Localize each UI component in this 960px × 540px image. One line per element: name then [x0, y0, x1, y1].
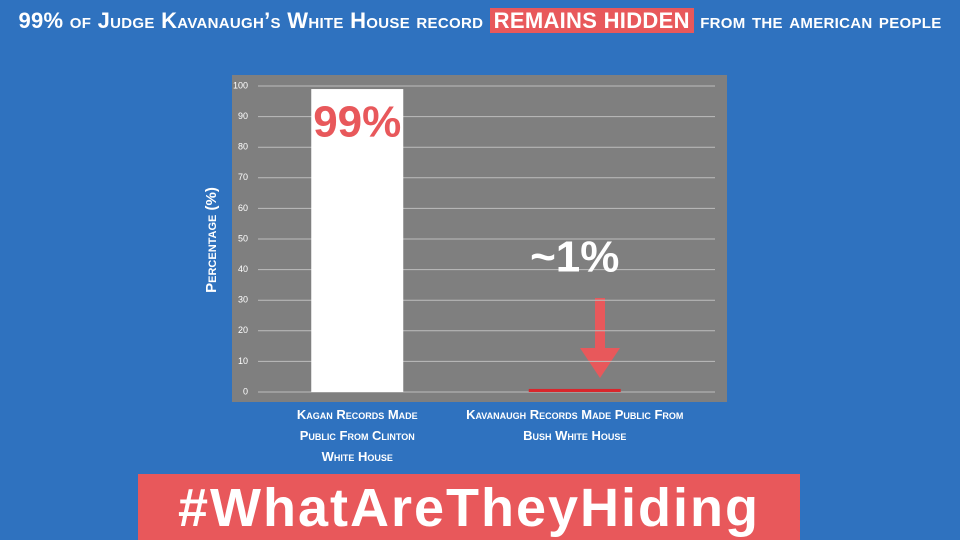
- y-axis-label: Percentage (%): [203, 187, 220, 293]
- y-tick-label: 20: [238, 325, 248, 335]
- data-label: 99%: [313, 98, 401, 147]
- y-tick-label: 40: [238, 264, 248, 274]
- banner: #WhatAreTheyHiding: [138, 474, 800, 540]
- bar: [311, 89, 404, 392]
- arrow: [580, 298, 620, 378]
- title-highlight: REMAINS HIDDEN: [489, 8, 694, 33]
- title-part: from the american people: [700, 8, 942, 33]
- y-tick-label: 60: [238, 203, 248, 213]
- y-tick-label: 90: [238, 111, 248, 121]
- data-label: ~1%: [530, 233, 619, 282]
- y-tick-label: 50: [238, 233, 248, 243]
- y-tick-label: 30: [238, 295, 248, 305]
- y-tick-label: 70: [238, 172, 248, 182]
- y-tick-label: 0: [243, 386, 248, 396]
- title: 99% of Judge Kavanaugh’s White House rec…: [0, 6, 960, 36]
- y-tick-label: 80: [238, 142, 248, 152]
- y-tick-label: 100: [233, 80, 248, 90]
- x-tick-label: Kagan Records Made Public From Clinton W…: [296, 407, 418, 464]
- bar: [528, 388, 621, 392]
- y-tick-label: 10: [238, 356, 248, 366]
- x-tick-label: Kavanaugh Records Made Public From Bush …: [466, 407, 684, 443]
- title-part: 99% of Judge Kavanaugh’s White House rec…: [18, 8, 484, 33]
